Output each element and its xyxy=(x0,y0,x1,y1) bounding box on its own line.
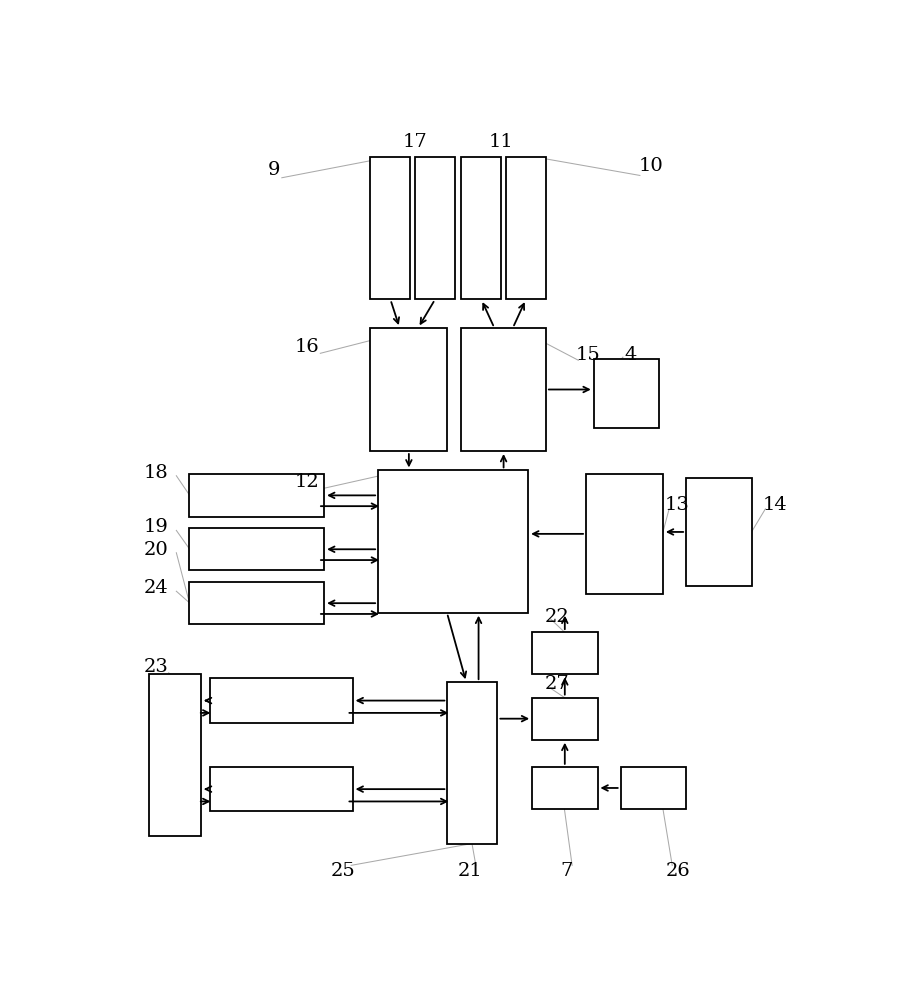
Text: 24: 24 xyxy=(144,579,169,597)
Text: 26: 26 xyxy=(665,862,690,880)
Text: 16: 16 xyxy=(294,338,319,356)
Text: 7: 7 xyxy=(560,862,572,880)
Text: 11: 11 xyxy=(487,133,512,151)
Bar xyxy=(461,157,501,299)
Bar xyxy=(210,678,353,723)
Bar xyxy=(506,157,546,299)
Bar xyxy=(593,359,659,428)
Bar xyxy=(531,698,597,740)
Text: 17: 17 xyxy=(403,133,427,151)
Text: 25: 25 xyxy=(331,862,355,880)
Bar xyxy=(531,767,597,809)
Text: 14: 14 xyxy=(762,496,786,514)
Bar xyxy=(531,632,597,674)
Text: 12: 12 xyxy=(294,473,319,491)
Text: 27: 27 xyxy=(544,675,568,693)
Text: 21: 21 xyxy=(457,862,482,880)
Text: 20: 20 xyxy=(144,541,169,559)
Text: 15: 15 xyxy=(575,346,599,364)
Bar xyxy=(189,474,323,517)
Text: 13: 13 xyxy=(664,496,689,514)
Text: 9: 9 xyxy=(268,161,280,179)
Bar xyxy=(586,474,662,594)
Text: 22: 22 xyxy=(544,608,568,626)
Bar xyxy=(370,328,447,451)
Bar xyxy=(189,528,323,570)
Bar xyxy=(210,767,353,811)
Text: 18: 18 xyxy=(144,464,169,482)
Bar xyxy=(189,582,323,624)
Text: 10: 10 xyxy=(639,157,663,175)
Bar xyxy=(370,157,410,299)
Text: 23: 23 xyxy=(144,658,169,676)
Bar xyxy=(378,470,527,613)
Text: 19: 19 xyxy=(144,518,169,536)
Text: 4: 4 xyxy=(624,346,636,364)
Bar xyxy=(415,157,455,299)
Bar xyxy=(461,328,546,451)
Bar xyxy=(685,478,751,586)
Bar xyxy=(148,674,200,836)
Bar xyxy=(620,767,685,809)
Bar xyxy=(447,682,496,844)
